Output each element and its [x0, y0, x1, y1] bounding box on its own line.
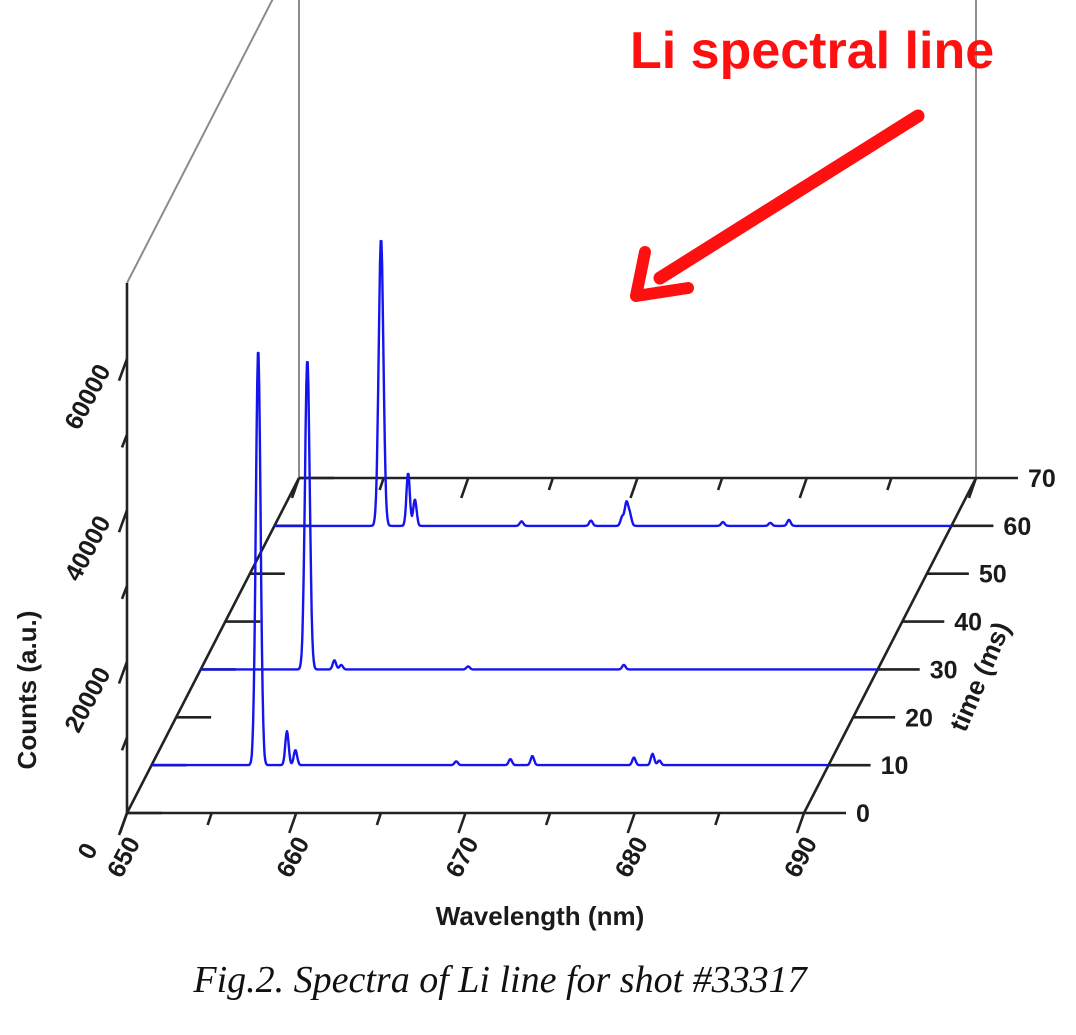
- counts-axis-ticks: 0 20000 40000 60000: [59, 358, 129, 864]
- counts-tick-mark: [117, 812, 129, 836]
- x-minor-tick: [714, 812, 721, 826]
- x-tick-label: 660: [271, 832, 315, 882]
- time-axis-ticks: 0 10 20 30 40 50 60 70: [127, 465, 1056, 828]
- counts-tick-label: 20000: [59, 663, 116, 738]
- spectrum-line-t60: [273, 239, 952, 528]
- x-tick-mark: [288, 812, 298, 834]
- x-tick-mark-back: [629, 477, 639, 499]
- time-tick-label: 40: [954, 609, 982, 637]
- x-tick-mark-back: [967, 477, 978, 499]
- spectrum-line-t10: [151, 351, 830, 767]
- x-tick-mark: [795, 812, 806, 834]
- counts-minor-tick: [120, 433, 129, 448]
- x-tick-mark-back: [290, 477, 301, 499]
- side-wall-top-edge: [126, 0, 274, 284]
- x-tick-mark: [626, 812, 636, 834]
- x-minor-tick: [375, 812, 383, 826]
- counts-tick-label: 40000: [59, 511, 116, 586]
- figure-caption: Fig.2. Spectra of Li line for shot #3331…: [193, 959, 807, 1001]
- x-tick-label: 680: [610, 832, 654, 882]
- time-tick-label: 20: [905, 704, 933, 732]
- annotation-arrow: [630, 109, 925, 302]
- x-tick-mark: [457, 812, 467, 834]
- counts-axis-title: Counts (a.u.): [12, 611, 42, 770]
- x-minor-tick: [544, 812, 552, 826]
- time-tick-label: 30: [930, 656, 958, 684]
- x-tick-label: 670: [440, 832, 484, 882]
- time-axis-left-line: [125, 477, 301, 814]
- x-minor-tick-back: [547, 477, 555, 491]
- counts-minor-tick: [120, 736, 129, 751]
- li-spectral-line-annotation: Li spectral line: [630, 22, 994, 80]
- x-minor-tick-back: [716, 477, 724, 491]
- x-minor-tick-back: [886, 477, 893, 491]
- time-tick-label: 0: [856, 800, 870, 828]
- time-axis-right-line: [802, 477, 978, 814]
- counts-tick-mark: [117, 358, 129, 382]
- x-tick-mark-back: [798, 477, 808, 499]
- counts-tick-mark: [117, 661, 129, 685]
- time-tick-label: 70: [1028, 465, 1056, 493]
- time-tick-label: 50: [979, 561, 1007, 589]
- spectrum-line-t30: [200, 361, 879, 671]
- x-minor-tick-back: [378, 477, 385, 491]
- x-tick-mark-back: [460, 477, 470, 499]
- x-minor-tick: [206, 812, 213, 826]
- x-tick-label: 690: [779, 832, 823, 882]
- time-tick-label: 10: [881, 752, 909, 780]
- spectra-series: [151, 239, 952, 767]
- x-axis-title: Wavelength (nm): [436, 901, 644, 931]
- x-axis-ticks: 650 660 670 680 690: [102, 477, 978, 882]
- counts-tick-mark: [117, 509, 129, 533]
- x-tick-label: 650: [102, 832, 146, 882]
- counts-tick-label: 0: [72, 839, 103, 864]
- counts-tick-label: 60000: [59, 360, 116, 435]
- counts-minor-tick: [120, 585, 129, 600]
- time-tick-label: 60: [1003, 513, 1031, 541]
